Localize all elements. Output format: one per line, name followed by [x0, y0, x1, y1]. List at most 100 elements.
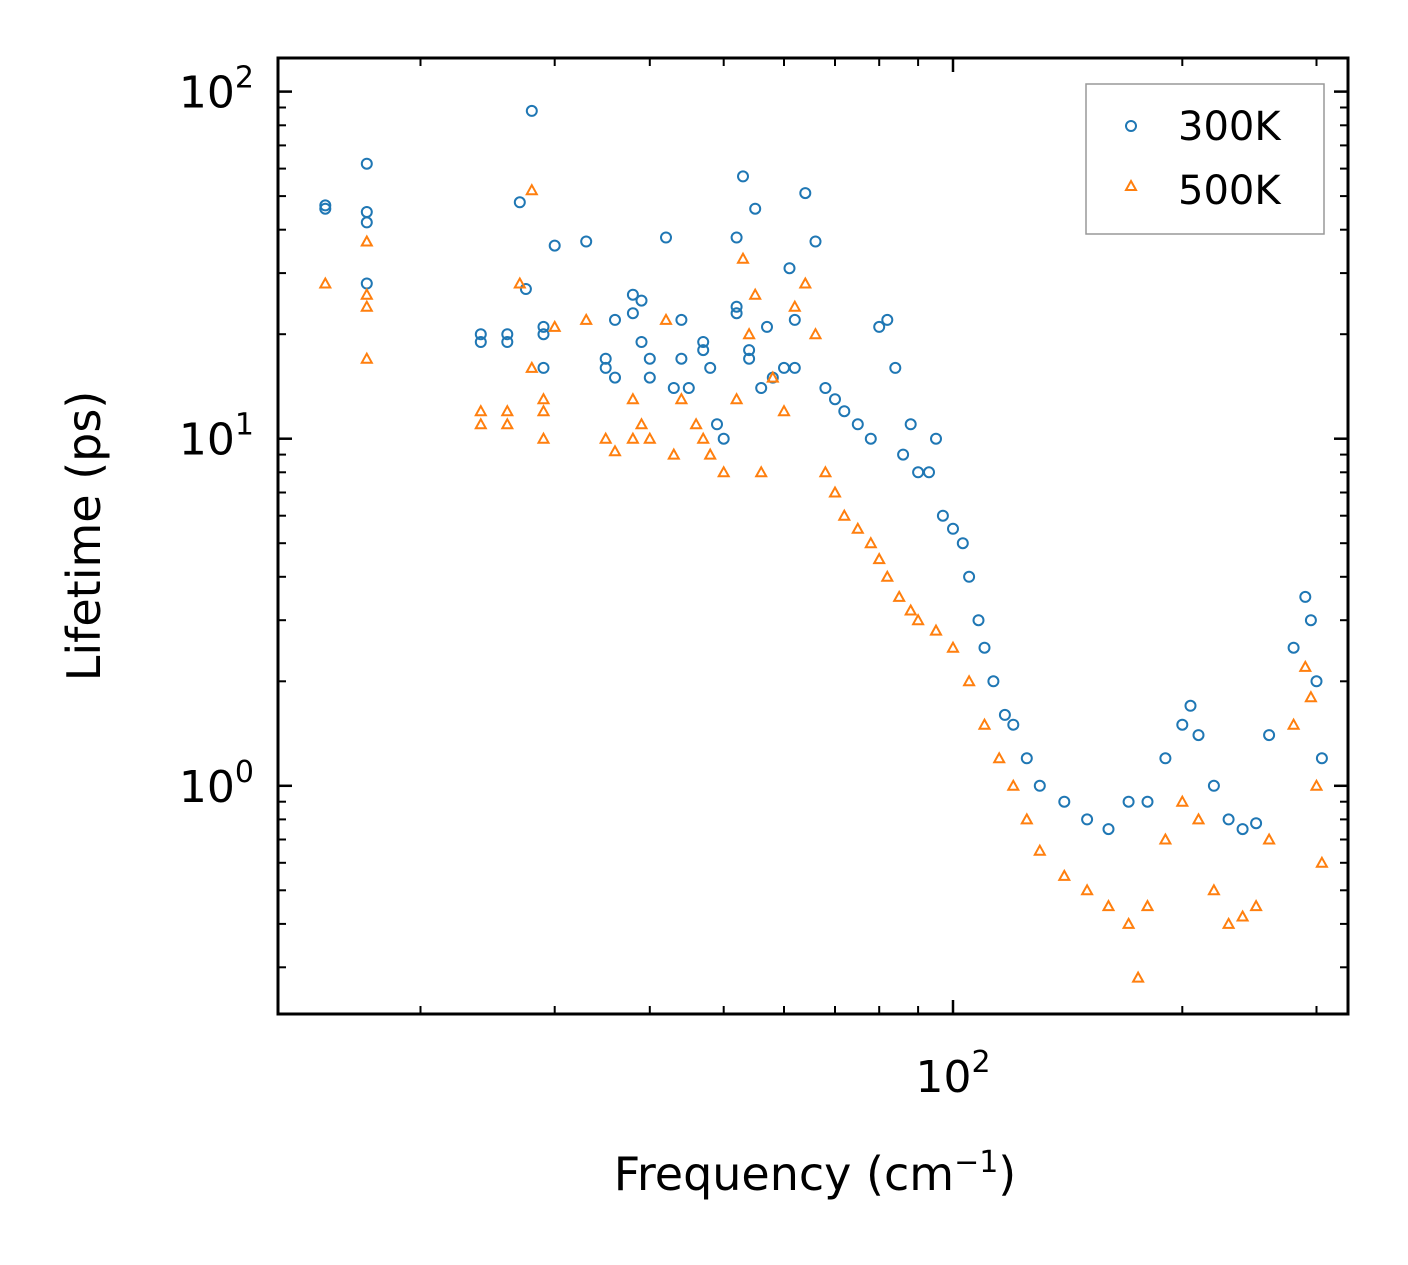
500k-point-58	[1057, 868, 1071, 881]
300k-point-1	[319, 199, 332, 212]
500k-point-35	[766, 370, 780, 383]
500k-point-66	[1191, 812, 1206, 825]
500k-point-30	[729, 392, 744, 405]
500k-point-31	[736, 251, 750, 264]
300k-point-67	[936, 509, 949, 522]
x-tick-label-1e2: 102	[915, 1045, 990, 1103]
500k-point-7	[500, 417, 514, 430]
500k-point-34	[754, 465, 768, 478]
x-axis-label: Frequency (cm−1)	[614, 1145, 1017, 1201]
500k-point-4	[360, 234, 374, 247]
500k-point-55	[1006, 778, 1020, 791]
500k-point-54	[992, 751, 1006, 764]
300k-point-22	[626, 288, 639, 301]
300k-point-57	[851, 418, 864, 431]
300k-point-10	[513, 196, 526, 209]
500k-point-57	[1033, 843, 1047, 856]
300k-point-86	[1192, 729, 1205, 742]
500k-point-56	[1020, 812, 1034, 825]
500k-point-33	[748, 287, 762, 300]
500k-point-13	[536, 404, 551, 417]
y-tick-label-1e1: 101	[179, 408, 254, 466]
300k-point-88	[1222, 813, 1235, 826]
y-axis-label: Lifetime (ps)	[57, 391, 111, 682]
300k-point-24	[635, 294, 648, 307]
500k-point-21	[634, 417, 649, 430]
300k-point-28	[660, 231, 672, 244]
500k-point-38	[798, 276, 812, 289]
500k-point-36	[777, 404, 791, 417]
500k-point-27	[696, 431, 710, 444]
300k-point-79	[1081, 813, 1094, 826]
300k-point-72	[978, 641, 991, 654]
axis-ticks	[278, 58, 1348, 1014]
legend-frame	[1085, 83, 1325, 235]
500k-point-76	[1315, 855, 1329, 868]
y-tick-label-1e2: 102	[179, 61, 254, 119]
300k-point-66	[930, 432, 942, 445]
y-tick-label-1e0: 100	[179, 755, 254, 813]
500k-point-74	[1304, 690, 1318, 703]
300k-point-71	[972, 614, 985, 627]
500k-point-44	[864, 536, 878, 549]
300k-point-29	[667, 382, 680, 394]
500k-point-43	[851, 521, 865, 534]
500k-point-16	[579, 312, 593, 325]
300k-point-16	[548, 239, 561, 252]
300k-point-23	[626, 307, 639, 320]
500k-point-75	[1309, 778, 1324, 791]
500k-point-1	[360, 351, 374, 364]
500k-point-62	[1131, 970, 1145, 983]
500k-point-6	[474, 404, 488, 417]
300k-point-95	[1310, 675, 1323, 688]
300k-point-74	[998, 708, 1011, 721]
500k-point-64	[1158, 832, 1173, 845]
300k-point-14	[537, 328, 550, 341]
500k-point-3	[360, 287, 374, 300]
300k-point-68	[947, 522, 959, 535]
300k-point-19	[599, 361, 612, 374]
300k-point-85	[1184, 699, 1197, 712]
500k-point-5	[474, 417, 488, 430]
300k-point-3	[360, 216, 373, 229]
500k-point-46	[880, 569, 894, 582]
300k-point-82	[1141, 795, 1154, 808]
500k-point-71	[1262, 832, 1276, 845]
500k-point-28	[703, 447, 717, 460]
300k-point-21	[609, 313, 621, 326]
300k-point-75	[1007, 718, 1020, 731]
legend: 300K 500K	[1085, 83, 1325, 235]
500k-point-0	[318, 276, 332, 289]
500k-point-14	[536, 392, 551, 405]
500k-point-40	[818, 465, 833, 478]
500k-point-37	[788, 299, 802, 312]
300k-point-37	[717, 432, 730, 445]
300k-point-81	[1122, 795, 1135, 808]
300k-point-4	[360, 206, 373, 218]
500k-point-12	[536, 431, 551, 444]
300k-point-92	[1287, 641, 1300, 654]
300k-point-80	[1102, 823, 1115, 836]
500k-point-50	[929, 623, 943, 636]
300k-point-49	[783, 262, 796, 275]
500k-point-45	[872, 552, 886, 565]
300k-point-38	[730, 300, 743, 313]
500k-point-48	[904, 603, 918, 616]
300k-point-76	[1020, 752, 1033, 765]
500k-point-42	[837, 508, 851, 521]
300k-point-58	[864, 432, 877, 445]
300k-point-42	[743, 352, 756, 365]
300k-point-69	[956, 537, 969, 550]
300k-point-2	[360, 277, 373, 290]
500k-point-63	[1140, 899, 1155, 912]
300k-point-46	[761, 320, 773, 333]
500k-point-52	[962, 674, 976, 687]
300k-point-54	[819, 382, 832, 394]
500k-point-53	[977, 717, 992, 730]
300k-point-63	[904, 418, 917, 431]
500k-point-22	[643, 431, 657, 444]
500k-point-59	[1080, 883, 1094, 896]
300k-point-48	[778, 361, 790, 374]
300k-point-78	[1058, 795, 1071, 808]
